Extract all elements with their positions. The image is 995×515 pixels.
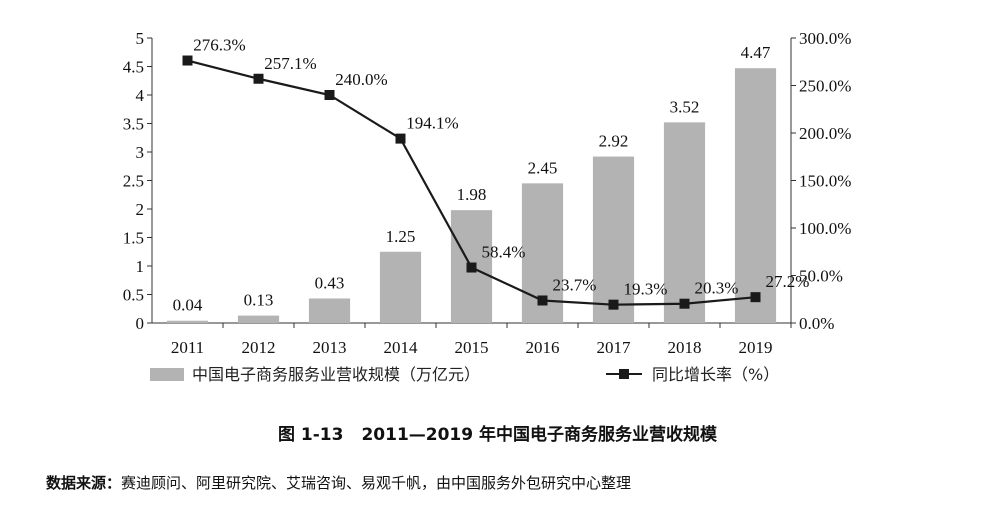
line-value-label: 240.0% <box>335 70 387 89</box>
line-marker <box>253 73 264 84</box>
left-tick-label: 3.5 <box>123 115 144 134</box>
right-tick-label: 250.0% <box>799 77 851 96</box>
x-tick-label: 2011 <box>171 338 204 357</box>
legend: 中国电子商务服务业营收规模（万亿元） 同比增长率（%） <box>150 365 779 384</box>
x-tick-label: 2017 <box>597 338 632 357</box>
line-marker <box>466 262 477 273</box>
line-marker <box>537 295 548 306</box>
bar <box>308 298 351 323</box>
legend-bar-label: 中国电子商务服务业营收规模（万亿元） <box>192 365 480 384</box>
bar-value-label: 0.04 <box>173 296 203 315</box>
legend-bar-swatch <box>150 368 184 381</box>
bar-value-label: 3.52 <box>670 97 700 116</box>
line-value-label: 20.3% <box>695 279 739 298</box>
line-marker <box>750 292 761 303</box>
right-tick-label: 0.0% <box>799 314 834 333</box>
left-tick-label: 4 <box>136 86 145 105</box>
x-tick-label: 2016 <box>526 338 560 357</box>
combo-chart: 00.511.522.533.544.550.0%50.0%100.0%150.… <box>123 29 852 384</box>
line-value-label: 276.3% <box>193 36 245 55</box>
line-series: 276.3% 257.1% 240.0% 194.1% 58.4% 23.7% 19.3% 2… <box>182 36 810 310</box>
left-tick-label: 5 <box>136 29 145 48</box>
figure-caption: 图 1-13 2011—2019 年中国电子商务服务业营收规模 <box>0 420 995 445</box>
bar-series: 0.04 0.13 0.43 1.25 1.98 2.45 2.92 3.52 4.47 <box>166 43 777 324</box>
x-tick-label: 2014 <box>384 338 419 357</box>
x-tick-label: 2012 <box>242 338 276 357</box>
line-marker <box>679 298 690 309</box>
bar <box>379 251 422 323</box>
right-tick-label: 200.0% <box>799 124 851 143</box>
bar-value-label: 0.13 <box>244 291 274 310</box>
left-tick-label: 0.5 <box>123 286 144 305</box>
right-tick-label: 100.0% <box>799 219 851 238</box>
axes: 00.511.522.533.544.550.0%50.0%100.0%150.… <box>123 29 852 357</box>
x-tick-label: 2013 <box>313 338 347 357</box>
line-value-label: 27.2% <box>766 272 810 291</box>
x-tick-label: 2015 <box>455 338 489 357</box>
line-value-label: 257.1% <box>264 54 316 73</box>
bar-value-label: 1.98 <box>457 185 487 204</box>
figure-title: 2011—2019 年中国电子商务服务业营收规模 <box>361 425 717 445</box>
left-tick-label: 3 <box>136 143 145 162</box>
line-marker <box>608 299 619 310</box>
data-source-label: 数据来源： <box>46 474 122 492</box>
data-source-text: 赛迪顾问、阿里研究院、艾瑞咨询、易观千帆，由中国服务外包研究中心整理 <box>121 474 632 492</box>
x-tick-label: 2018 <box>668 338 702 357</box>
bar <box>237 315 280 323</box>
line-value-label: 19.3% <box>624 280 668 299</box>
left-tick-label: 2 <box>136 200 145 219</box>
legend-line-label: 同比增长率（%） <box>652 365 779 384</box>
bar-value-label: 2.45 <box>528 158 558 177</box>
bar <box>592 156 635 323</box>
bar-value-label: 1.25 <box>386 227 416 246</box>
left-tick-label: 0 <box>136 314 145 333</box>
data-source: 数据来源：赛迪顾问、阿里研究院、艾瑞咨询、易观千帆，由中国服务外包研究中心整理 <box>46 472 631 493</box>
left-tick-label: 1.5 <box>123 229 144 248</box>
bar-value-label: 4.47 <box>741 43 771 62</box>
x-tick-label: 2019 <box>739 338 773 357</box>
legend-line-marker <box>619 369 629 379</box>
left-tick-label: 2.5 <box>123 172 144 191</box>
bar <box>166 320 209 323</box>
bar <box>663 122 706 323</box>
line-value-label: 23.7% <box>553 275 597 294</box>
line-marker <box>324 90 335 100</box>
bar-value-label: 0.43 <box>315 273 345 292</box>
bar-value-label: 2.92 <box>599 132 629 151</box>
left-tick-label: 4.5 <box>123 58 144 77</box>
right-tick-label: 150.0% <box>799 172 851 191</box>
line-marker <box>395 133 406 144</box>
right-tick-label: 300.0% <box>799 29 851 48</box>
bar <box>734 68 777 324</box>
figure-number: 图 1-13 <box>277 425 344 445</box>
right-tick-label: 50.0% <box>799 267 843 286</box>
line-value-label: 194.1% <box>406 114 458 133</box>
line-marker <box>182 55 193 66</box>
left-tick-label: 1 <box>136 257 145 276</box>
line-value-label: 58.4% <box>482 243 526 262</box>
